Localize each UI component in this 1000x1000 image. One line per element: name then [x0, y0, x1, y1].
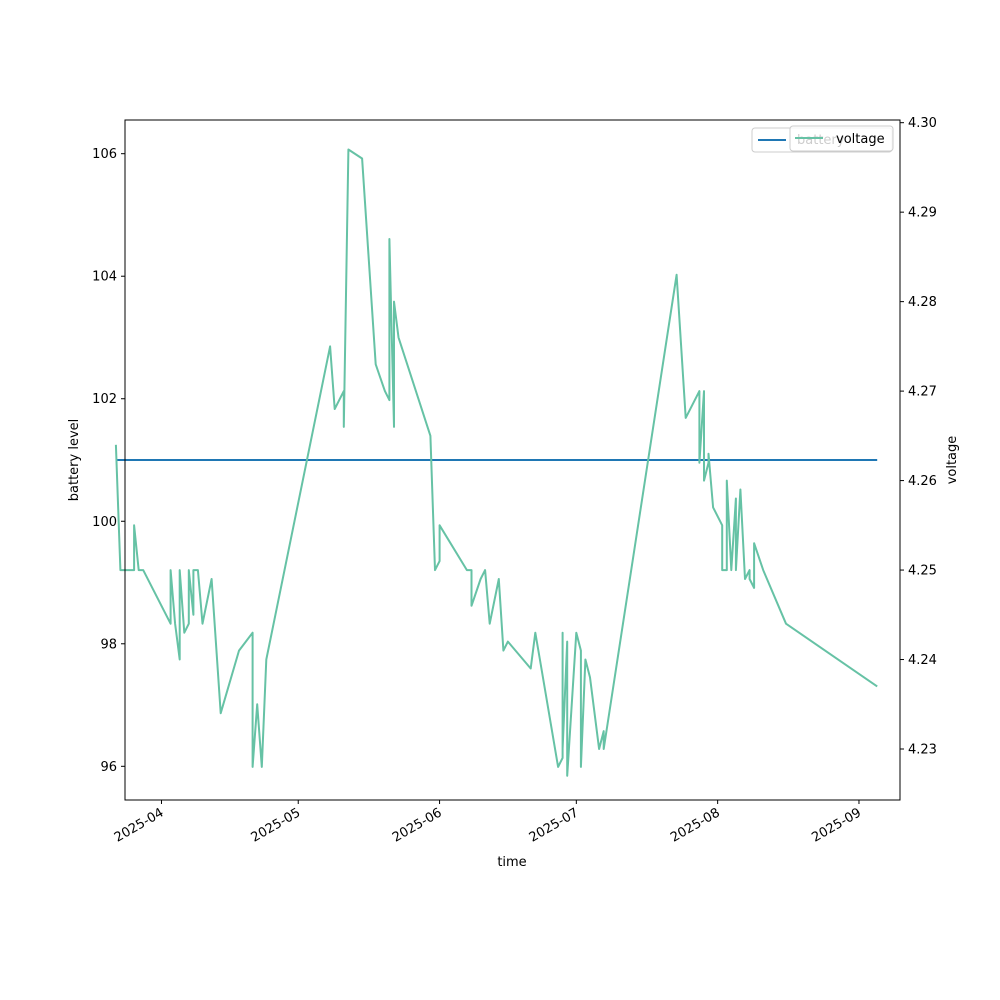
y-ticks-left: 96 98 100 102 104 106 — [92, 147, 125, 775]
x-tick-label: 2025-08 — [668, 805, 723, 845]
y-tick-label-right: 4.25 — [908, 564, 937, 579]
x-tick-label: 2025-07 — [527, 805, 582, 845]
x-ticks: 2025-04 2025-05 2025-06 2025-07 2025-08 2025-… — [112, 800, 864, 846]
x-tick-label: 2025-05 — [249, 805, 304, 845]
plot-frame — [124, 119, 901, 801]
legend-voltage: voltage — [789, 125, 894, 152]
x-axis-label: time — [497, 855, 526, 870]
x-tick-label: 2025-09 — [809, 805, 864, 845]
y-tick-label-left: 106 — [92, 147, 117, 162]
y-tick-label-right: 4.24 — [908, 653, 937, 668]
y-tick-label-left: 102 — [92, 392, 117, 407]
y-ticks-right: 4.23 4.24 4.25 4.26 4.27 4.28 4.29 4.30 — [900, 116, 937, 758]
y-tick-label-right: 4.30 — [908, 116, 937, 131]
y-tick-label-right: 4.23 — [908, 743, 937, 758]
y-tick-label-right: 4.26 — [908, 474, 937, 489]
y-axis-label-right: voltage — [945, 436, 960, 485]
legend-voltage-label: voltage — [836, 132, 885, 147]
x-tick-label: 2025-04 — [112, 805, 167, 845]
x-tick-label: 2025-06 — [390, 805, 445, 845]
series-line-voltage — [114, 148, 878, 777]
y-tick-label-right: 4.29 — [908, 206, 937, 221]
y-tick-label-left: 96 — [100, 760, 117, 775]
y-tick-label-right: 4.27 — [908, 385, 937, 400]
y-tick-label-right: 4.28 — [908, 295, 937, 310]
y-tick-label-left: 98 — [100, 637, 117, 652]
y-axis-label-left: battery level — [67, 419, 82, 502]
legend-voltage-box — [789, 125, 894, 152]
y-tick-label-left: 104 — [92, 270, 117, 285]
y-tick-label-left: 100 — [92, 515, 117, 530]
plot-lines — [114, 148, 878, 777]
